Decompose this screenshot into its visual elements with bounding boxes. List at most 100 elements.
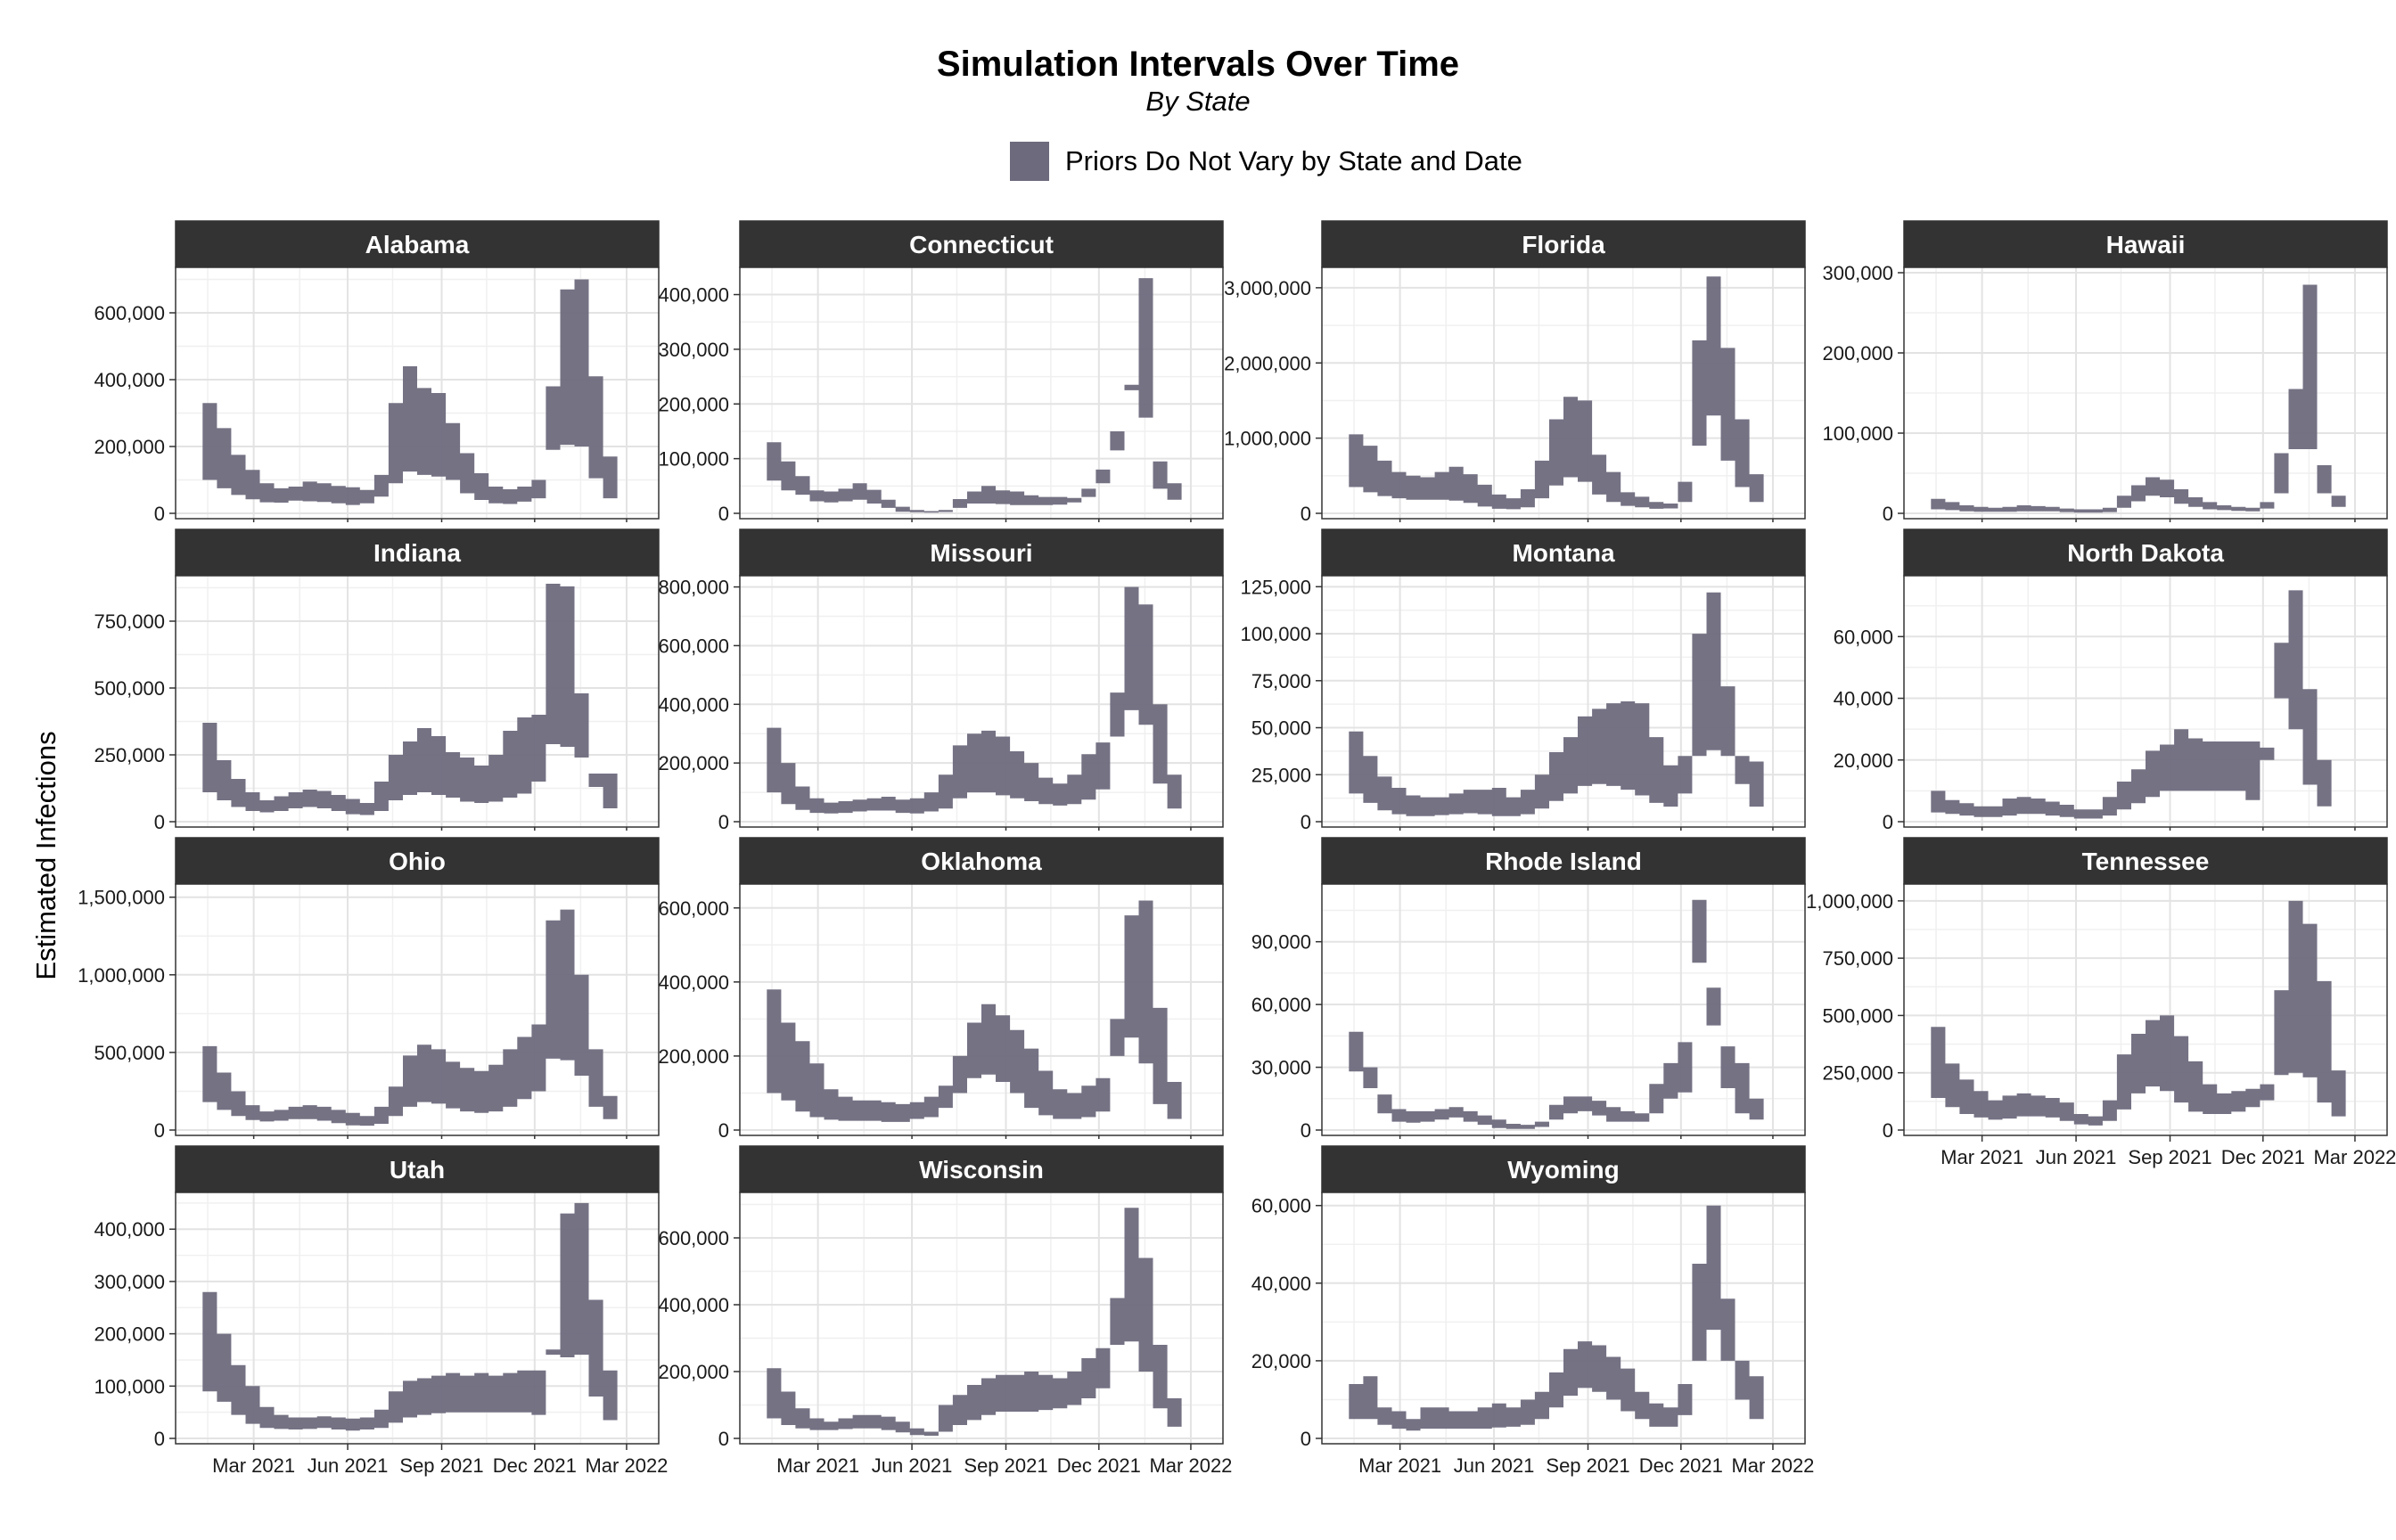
x-tick-label: Mar 2022 (2313, 1146, 2396, 1168)
x-tick-label: Mar 2022 (1149, 1454, 1232, 1477)
y-tick-label: 0 (1301, 503, 1311, 525)
facet-rhode-island: Rhode Island 0 30,000 60,000 90,000 (1251, 837, 1806, 1142)
x-tick-label: Sep 2021 (964, 1454, 1047, 1477)
y-tick-label: 1,000,000 (1224, 428, 1311, 450)
facet-title: North Dakota (2067, 539, 2224, 567)
x-tick-label: Mar 2021 (212, 1454, 295, 1477)
x-tick-label: Mar 2021 (1941, 1146, 2023, 1168)
facet-strip (1903, 837, 2388, 885)
y-tick-label: 25,000 (1251, 764, 1311, 786)
y-tick-label: 400,000 (658, 1294, 729, 1316)
facet-strip (1903, 220, 2388, 268)
x-tick-label: Sep 2021 (399, 1454, 483, 1477)
y-tick-label: 800,000 (658, 577, 729, 599)
facet-strip (175, 1145, 660, 1193)
interval-ribbon (1349, 276, 1764, 510)
panel-border (175, 266, 660, 520)
facet-florida: Florida 0 1,000,000 2,000,000 3,000,000 (1224, 220, 1806, 525)
y-tick-label: 0 (1301, 1428, 1311, 1450)
y-tick-label: 600,000 (94, 302, 165, 324)
interval-ribbon (767, 900, 1182, 1122)
interval-ribbon (202, 909, 618, 1126)
y-tick-label: 0 (718, 811, 729, 833)
interval-ribbon (202, 1202, 618, 1431)
y-tick-label: 200,000 (658, 393, 729, 415)
y-tick-label: 60,000 (1251, 994, 1311, 1016)
panel-border (1903, 575, 2388, 828)
facet-title: Montana (1512, 539, 1615, 567)
interval-ribbon (202, 279, 618, 505)
x-tick-label: Dec 2021 (2221, 1146, 2305, 1168)
panel-border (739, 1192, 1224, 1445)
legend: Priors Do Not Vary by State and Date (1010, 141, 1522, 182)
facet-strip (739, 220, 1224, 268)
facet-title: Wisconsin (919, 1156, 1044, 1184)
panel-border (1321, 266, 1806, 520)
x-tick-label: Dec 2021 (1057, 1454, 1141, 1477)
panel-border (739, 266, 1224, 520)
facet-title: Oklahoma (921, 848, 1042, 875)
panel-border (175, 883, 660, 1136)
x-tick-label: Jun 2021 (308, 1454, 389, 1477)
y-tick-label: 200,000 (658, 1045, 729, 1068)
legend-swatch (1010, 142, 1049, 181)
y-tick-label: 0 (1883, 1119, 1893, 1142)
panel-border (1903, 883, 2388, 1136)
y-tick-label: 60,000 (1251, 1195, 1311, 1217)
y-tick-label: 100,000 (94, 1375, 165, 1397)
facet-title: Ohio (389, 848, 446, 875)
interval-ribbon (767, 1208, 1182, 1436)
chart-subtitle: By State (1145, 86, 1251, 117)
interval-ribbon (1931, 284, 2346, 513)
x-tick-label: Mar 2021 (776, 1454, 859, 1477)
y-tick-label: 500,000 (94, 1042, 165, 1064)
y-tick-label: 400,000 (94, 1218, 165, 1241)
y-tick-label: 125,000 (1240, 576, 1311, 598)
facet-connecticut: Connecticut 0 100,000 200,000 300,000 400,000 (658, 220, 1224, 525)
y-tick-label: 1,000,000 (1806, 890, 1893, 913)
facet-wyoming: Wyoming 0 20,000 40,000 60,000 Mar 2021 Jun 20… (1251, 1145, 1814, 1477)
panel-border (739, 883, 1224, 1136)
y-tick-label: 1,000,000 (78, 964, 165, 987)
x-tick-label: Dec 2021 (1639, 1454, 1723, 1477)
y-tick-label: 0 (718, 1428, 729, 1450)
panel-border (739, 575, 1224, 828)
y-tick-label: 200,000 (658, 752, 729, 774)
y-tick-label: 20,000 (1834, 750, 1893, 772)
y-tick-label: 200,000 (94, 436, 165, 458)
y-tick-label: 500,000 (94, 677, 165, 700)
facet-title: Utah (390, 1156, 445, 1184)
facet-title: Connecticut (909, 231, 1054, 258)
y-tick-label: 200,000 (658, 1361, 729, 1383)
x-tick-label: Mar 2022 (585, 1454, 668, 1477)
x-tick-label: Mar 2021 (1358, 1454, 1441, 1477)
facet-hawaii: Hawaii 0 100,000 200,000 300,000 (1822, 220, 2388, 525)
y-tick-label: 750,000 (1822, 947, 1893, 970)
panel-border (1903, 266, 2388, 520)
facet-title: Hawaii (2106, 231, 2186, 258)
y-tick-label: 20,000 (1251, 1350, 1311, 1372)
panel-border (1321, 883, 1806, 1136)
y-tick-label: 600,000 (658, 897, 729, 920)
y-tick-label: 30,000 (1251, 1057, 1311, 1079)
y-tick-label: 750,000 (94, 610, 165, 633)
y-tick-label: 0 (154, 503, 165, 525)
y-tick-label: 90,000 (1251, 931, 1311, 954)
y-tick-label: 60,000 (1834, 626, 1893, 648)
y-tick-label: 0 (718, 503, 729, 525)
y-tick-label: 75,000 (1251, 670, 1311, 692)
x-tick-label: Mar 2022 (1731, 1454, 1814, 1477)
facet-strip (1321, 1145, 1806, 1193)
panel-border (175, 575, 660, 828)
y-tick-label: 100,000 (1240, 623, 1311, 645)
facet-north-dakota: North Dakota 0 20,000 40,000 60,000 (1834, 528, 2388, 833)
interval-ribbon (1349, 1205, 1764, 1431)
interval-ribbon (767, 278, 1182, 513)
facet-strip (1903, 528, 2388, 577)
facet-montana: Montana 0 25,000 50,000 75,000 100,000 125,000 (1240, 528, 1806, 833)
y-tick-label: 2,000,000 (1224, 352, 1311, 374)
interval-ribbon (1349, 899, 1764, 1129)
facet-title: Wyoming (1507, 1156, 1619, 1184)
panel-border (175, 1192, 660, 1445)
y-tick-label: 400,000 (658, 284, 729, 307)
